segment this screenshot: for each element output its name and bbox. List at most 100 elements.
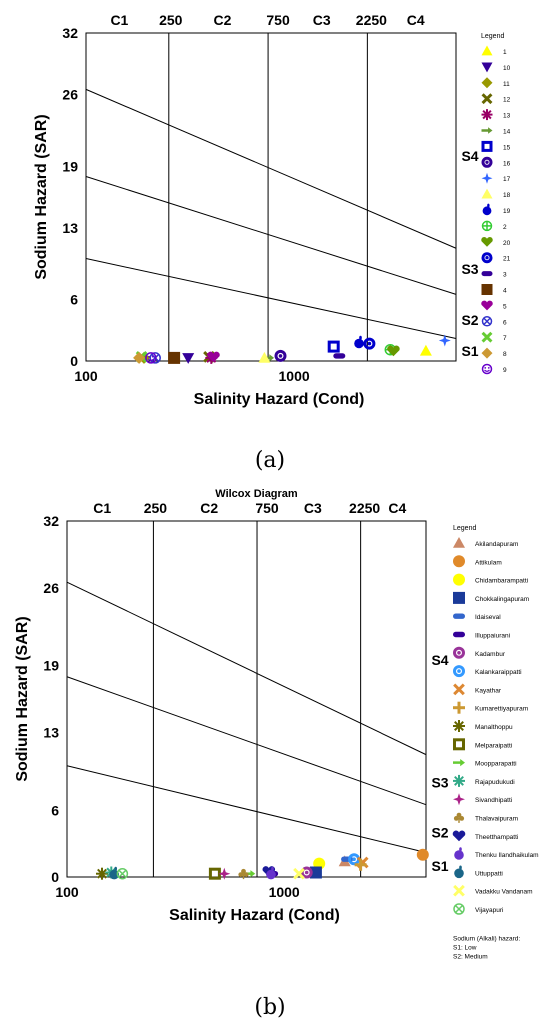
top-label: 2250: [349, 500, 380, 516]
legend-title: Legend: [453, 525, 476, 532]
s-class-label: S2: [431, 825, 448, 841]
legend-label: Thenku Ilandhaikulam: [475, 852, 539, 859]
x-axis-label: Salinity Hazard (Cond): [194, 391, 365, 408]
y-tick-label: 13: [62, 220, 78, 236]
legend-item-illuppaiurani: Illuppaiurani: [453, 631, 510, 640]
legend-marker: [453, 631, 465, 638]
legend-label: 12: [503, 97, 511, 104]
legend-item-akilandapuram: Akilandapuram: [453, 537, 518, 548]
legend-label: Kadambur: [475, 651, 506, 658]
legend-item-19: 19: [482, 203, 511, 216]
data-point-9: [145, 352, 157, 364]
legend-marker: [482, 203, 492, 216]
legend-marker: [453, 759, 465, 767]
legend-label: Chokkalingapuram: [475, 596, 529, 603]
legend-marker: [481, 252, 493, 264]
top-label: 250: [144, 500, 168, 516]
legend-marker: [481, 140, 493, 152]
top-label: 750: [266, 12, 290, 28]
data-point-chokkalingapuram: [309, 866, 322, 879]
y-tick-label: 26: [43, 580, 59, 596]
legend-marker: [481, 284, 493, 295]
data-point-1: [419, 344, 432, 356]
legend-item-17: 17: [481, 172, 511, 184]
top-label: C1: [93, 500, 111, 516]
data-point-4: [168, 351, 181, 364]
legend-item-kadambur: Kadambur: [453, 646, 506, 659]
legend-item-chidambarampatti: Chidambarampatti: [453, 573, 528, 586]
data-point-19: [354, 335, 364, 349]
legend-marker: [481, 127, 493, 134]
legend-label: 6: [503, 319, 507, 326]
legend-label: 1: [503, 49, 507, 56]
panel-caption: (a): [255, 448, 285, 473]
legend-label: Vadakku Vandanam: [475, 889, 533, 896]
legend-item-vijayapuri: Vijayapuri: [453, 903, 503, 915]
y-axis-label: Sodium Hazard (SAR): [33, 114, 50, 279]
legend-marker: [453, 665, 465, 678]
legend-label: 17: [503, 176, 511, 183]
sodium-hazard-line: [85, 88, 457, 249]
legend-note: Sodium (Alkali) hazard:: [453, 935, 520, 942]
legend-marker: [453, 701, 465, 714]
s-class-label: S2: [461, 312, 478, 328]
legend-item-attikulam: Attikulam: [453, 555, 502, 568]
plot-frame: [66, 520, 427, 878]
y-tick-label: 6: [70, 292, 78, 308]
sodium-hazard-line: [85, 258, 457, 339]
legend-note: S2: Medium: [453, 953, 488, 960]
s-class-label: S3: [431, 774, 448, 790]
legend-label: Rajapudukudi: [475, 779, 515, 786]
legend-item-thenku-ilandhaikulam: Thenku Ilandhaikulam: [454, 847, 539, 860]
data-point-5: [207, 351, 220, 363]
y-tick-label: 6: [51, 802, 59, 818]
legend-label: 13: [503, 113, 511, 120]
panel-caption: (b): [254, 995, 285, 1020]
legend-item-kalankaraippatti: Kalankaraippatti: [453, 665, 522, 678]
data-point-attikulam: [416, 848, 429, 861]
legend-label: Kayathar: [475, 687, 502, 694]
legend-label: 2: [503, 224, 507, 231]
data-point-vadakku-vandanam: [293, 867, 305, 880]
legend-label: 15: [503, 144, 511, 151]
legend-marker: [481, 220, 493, 232]
legend-label: 19: [503, 208, 511, 215]
legend-item-20: 20: [481, 236, 511, 247]
legend-marker: [454, 847, 464, 860]
y-tick-label: 13: [43, 724, 59, 740]
legend-label: Vijayapuri: [475, 907, 503, 914]
legend-marker: [453, 646, 465, 659]
legend-marker: [481, 236, 493, 247]
legend-label: 8: [503, 351, 507, 358]
x-tick-label: 1000: [279, 368, 310, 384]
legend-label: Moopparapatti: [475, 761, 517, 768]
y-axis-label: Sodium Hazard (SAR): [14, 616, 31, 781]
legend-marker: [481, 156, 493, 168]
data-point-kalankaraippatti: [348, 853, 361, 866]
legend-marker: [453, 812, 465, 823]
legend-marker: [481, 188, 493, 199]
legend-item-sivandhipatti: Sivandhipatti: [453, 793, 512, 806]
legend-item-kayathar: Kayathar: [453, 683, 502, 696]
sodium-hazard-line: [66, 581, 427, 756]
legend-item-5: 5: [481, 300, 507, 310]
top-label: C2: [200, 500, 218, 516]
legend-label: Idaiseval: [475, 614, 501, 621]
legend-item-thalavaipuram: Thalavaipuram: [453, 812, 518, 823]
top-label: C4: [407, 12, 425, 28]
legend-marker: [481, 109, 493, 121]
legend-label: 9: [503, 367, 507, 374]
legend-label: 7: [503, 335, 507, 342]
legend-marker: [453, 683, 465, 696]
legend-item-4: 4: [481, 284, 507, 295]
legend-item-16: 16: [481, 156, 511, 168]
legend-marker: [453, 613, 465, 619]
s-class-label: S4: [461, 148, 478, 164]
y-tick-label: 19: [62, 158, 78, 174]
y-tick-label: 0: [51, 869, 59, 885]
legend-marker: [453, 774, 465, 787]
legend-item-15: 15: [481, 140, 511, 152]
x-tick-label: 100: [74, 368, 98, 384]
plot-frame: [85, 32, 457, 362]
